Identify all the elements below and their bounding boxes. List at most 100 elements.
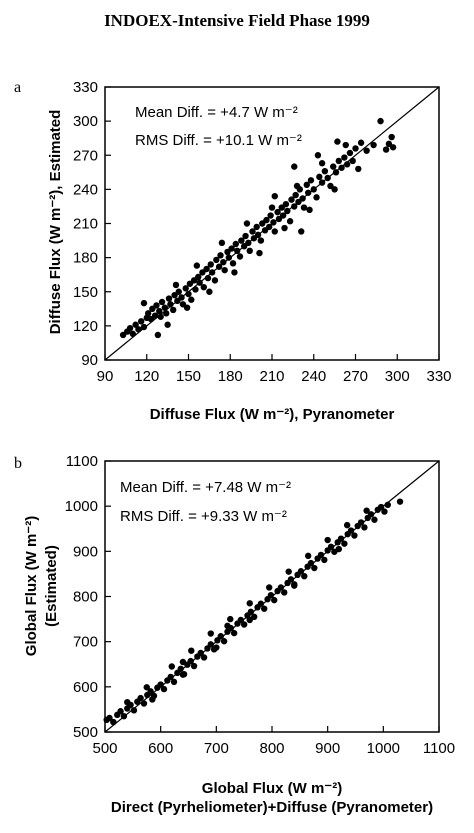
data-point	[299, 195, 306, 202]
data-point	[242, 232, 249, 240]
data-point	[179, 671, 187, 678]
stats-annotation: Mean Diff. = +4.7 W m⁻²	[135, 104, 298, 121]
data-point	[279, 212, 287, 219]
data-point	[208, 269, 216, 276]
data-point	[266, 584, 273, 591]
data-point	[324, 174, 331, 182]
data-point	[200, 284, 208, 291]
data-point	[318, 179, 326, 186]
y-tick-label: 180	[73, 250, 98, 267]
data-point	[291, 582, 298, 589]
data-point	[298, 228, 305, 235]
data-point	[293, 182, 301, 190]
data-point	[207, 261, 214, 268]
data-point	[165, 295, 173, 302]
data-point	[357, 519, 365, 526]
stats-annotation: RMS Diff. = +9.33 W m⁻²	[120, 508, 287, 525]
data-point	[227, 615, 234, 623]
data-point	[140, 700, 148, 707]
y-tick-label: 330	[73, 79, 98, 96]
data-point	[246, 247, 253, 254]
data-point	[157, 313, 164, 320]
data-point	[124, 698, 131, 706]
data-point	[330, 163, 337, 170]
data-point	[317, 551, 325, 559]
x-tick-label: 210	[259, 368, 284, 385]
data-point	[349, 157, 356, 165]
y-axis-sublabel: (Estimated)	[43, 545, 60, 627]
data-point	[347, 527, 355, 534]
y-tick-label: 1000	[65, 498, 98, 515]
data-point	[388, 133, 395, 141]
data-point	[256, 249, 263, 257]
data-point	[172, 281, 180, 289]
data-point	[246, 600, 253, 607]
data-point	[130, 707, 138, 714]
data-point	[270, 219, 277, 226]
data-point	[389, 144, 397, 151]
data-point	[195, 273, 202, 281]
y-tick-label: 900	[73, 543, 98, 560]
data-point	[321, 556, 328, 564]
y-tick-label: 800	[73, 589, 98, 606]
x-tick-label: 1000	[367, 740, 400, 757]
y-tick-label: 90	[81, 352, 98, 369]
x-tick-label: 180	[218, 368, 243, 385]
data-point	[197, 649, 204, 657]
data-point	[207, 641, 214, 648]
data-point	[377, 117, 384, 125]
data-point	[120, 712, 128, 720]
data-point	[247, 608, 255, 616]
data-point	[371, 516, 378, 523]
data-point	[291, 163, 298, 170]
data-point	[149, 696, 156, 703]
data-point	[267, 591, 275, 599]
data-point	[151, 312, 159, 319]
data-point	[250, 613, 258, 621]
y-tick-label: 700	[73, 634, 98, 651]
scatter-panel-b: b 500 600 700 800 900 1000 1100 500 600 700 800 900 1…	[14, 453, 455, 816]
data-point	[129, 330, 137, 338]
data-point	[211, 277, 219, 284]
data-point	[158, 298, 166, 306]
data-point	[217, 252, 224, 259]
data-point	[343, 161, 351, 168]
panel-label: a	[14, 79, 21, 96]
data-point	[240, 621, 248, 628]
data-point	[261, 605, 268, 612]
figure-title: INDOEX-Intensive Field Phase 1999	[104, 11, 370, 30]
data-point	[352, 145, 359, 152]
panel-label: b	[14, 455, 22, 472]
data-point	[277, 584, 285, 591]
data-point	[286, 218, 294, 225]
data-point	[182, 285, 189, 292]
y-tick-label: 210	[73, 216, 98, 233]
data-point	[218, 239, 226, 247]
data-point	[187, 657, 194, 665]
data-point	[237, 616, 245, 624]
data-point	[271, 193, 278, 200]
data-point	[285, 568, 292, 575]
data-point	[188, 296, 195, 303]
x-tick-label: 600	[148, 740, 173, 757]
data-point	[196, 279, 203, 286]
data-point	[167, 673, 174, 681]
data-point	[230, 629, 238, 637]
data-point	[153, 302, 160, 309]
data-point	[175, 288, 182, 295]
x-tick-label: 120	[134, 368, 159, 385]
data-point	[324, 536, 331, 544]
y-tick-label: 600	[73, 679, 98, 696]
data-point	[327, 543, 335, 551]
data-point	[363, 147, 370, 154]
x-axis-label: Diffuse Flux (W m⁻²), Pyranometer	[150, 406, 395, 423]
data-point	[232, 240, 240, 248]
data-point	[292, 191, 299, 199]
data-point	[357, 139, 365, 146]
x-tick-label: 240	[301, 368, 326, 385]
y-axis-label: Diffuse Flux (W m⁻²), Estimated	[47, 110, 64, 335]
data-point	[370, 141, 377, 149]
data-point	[193, 262, 201, 269]
data-point	[178, 294, 185, 301]
data-point	[307, 177, 315, 184]
